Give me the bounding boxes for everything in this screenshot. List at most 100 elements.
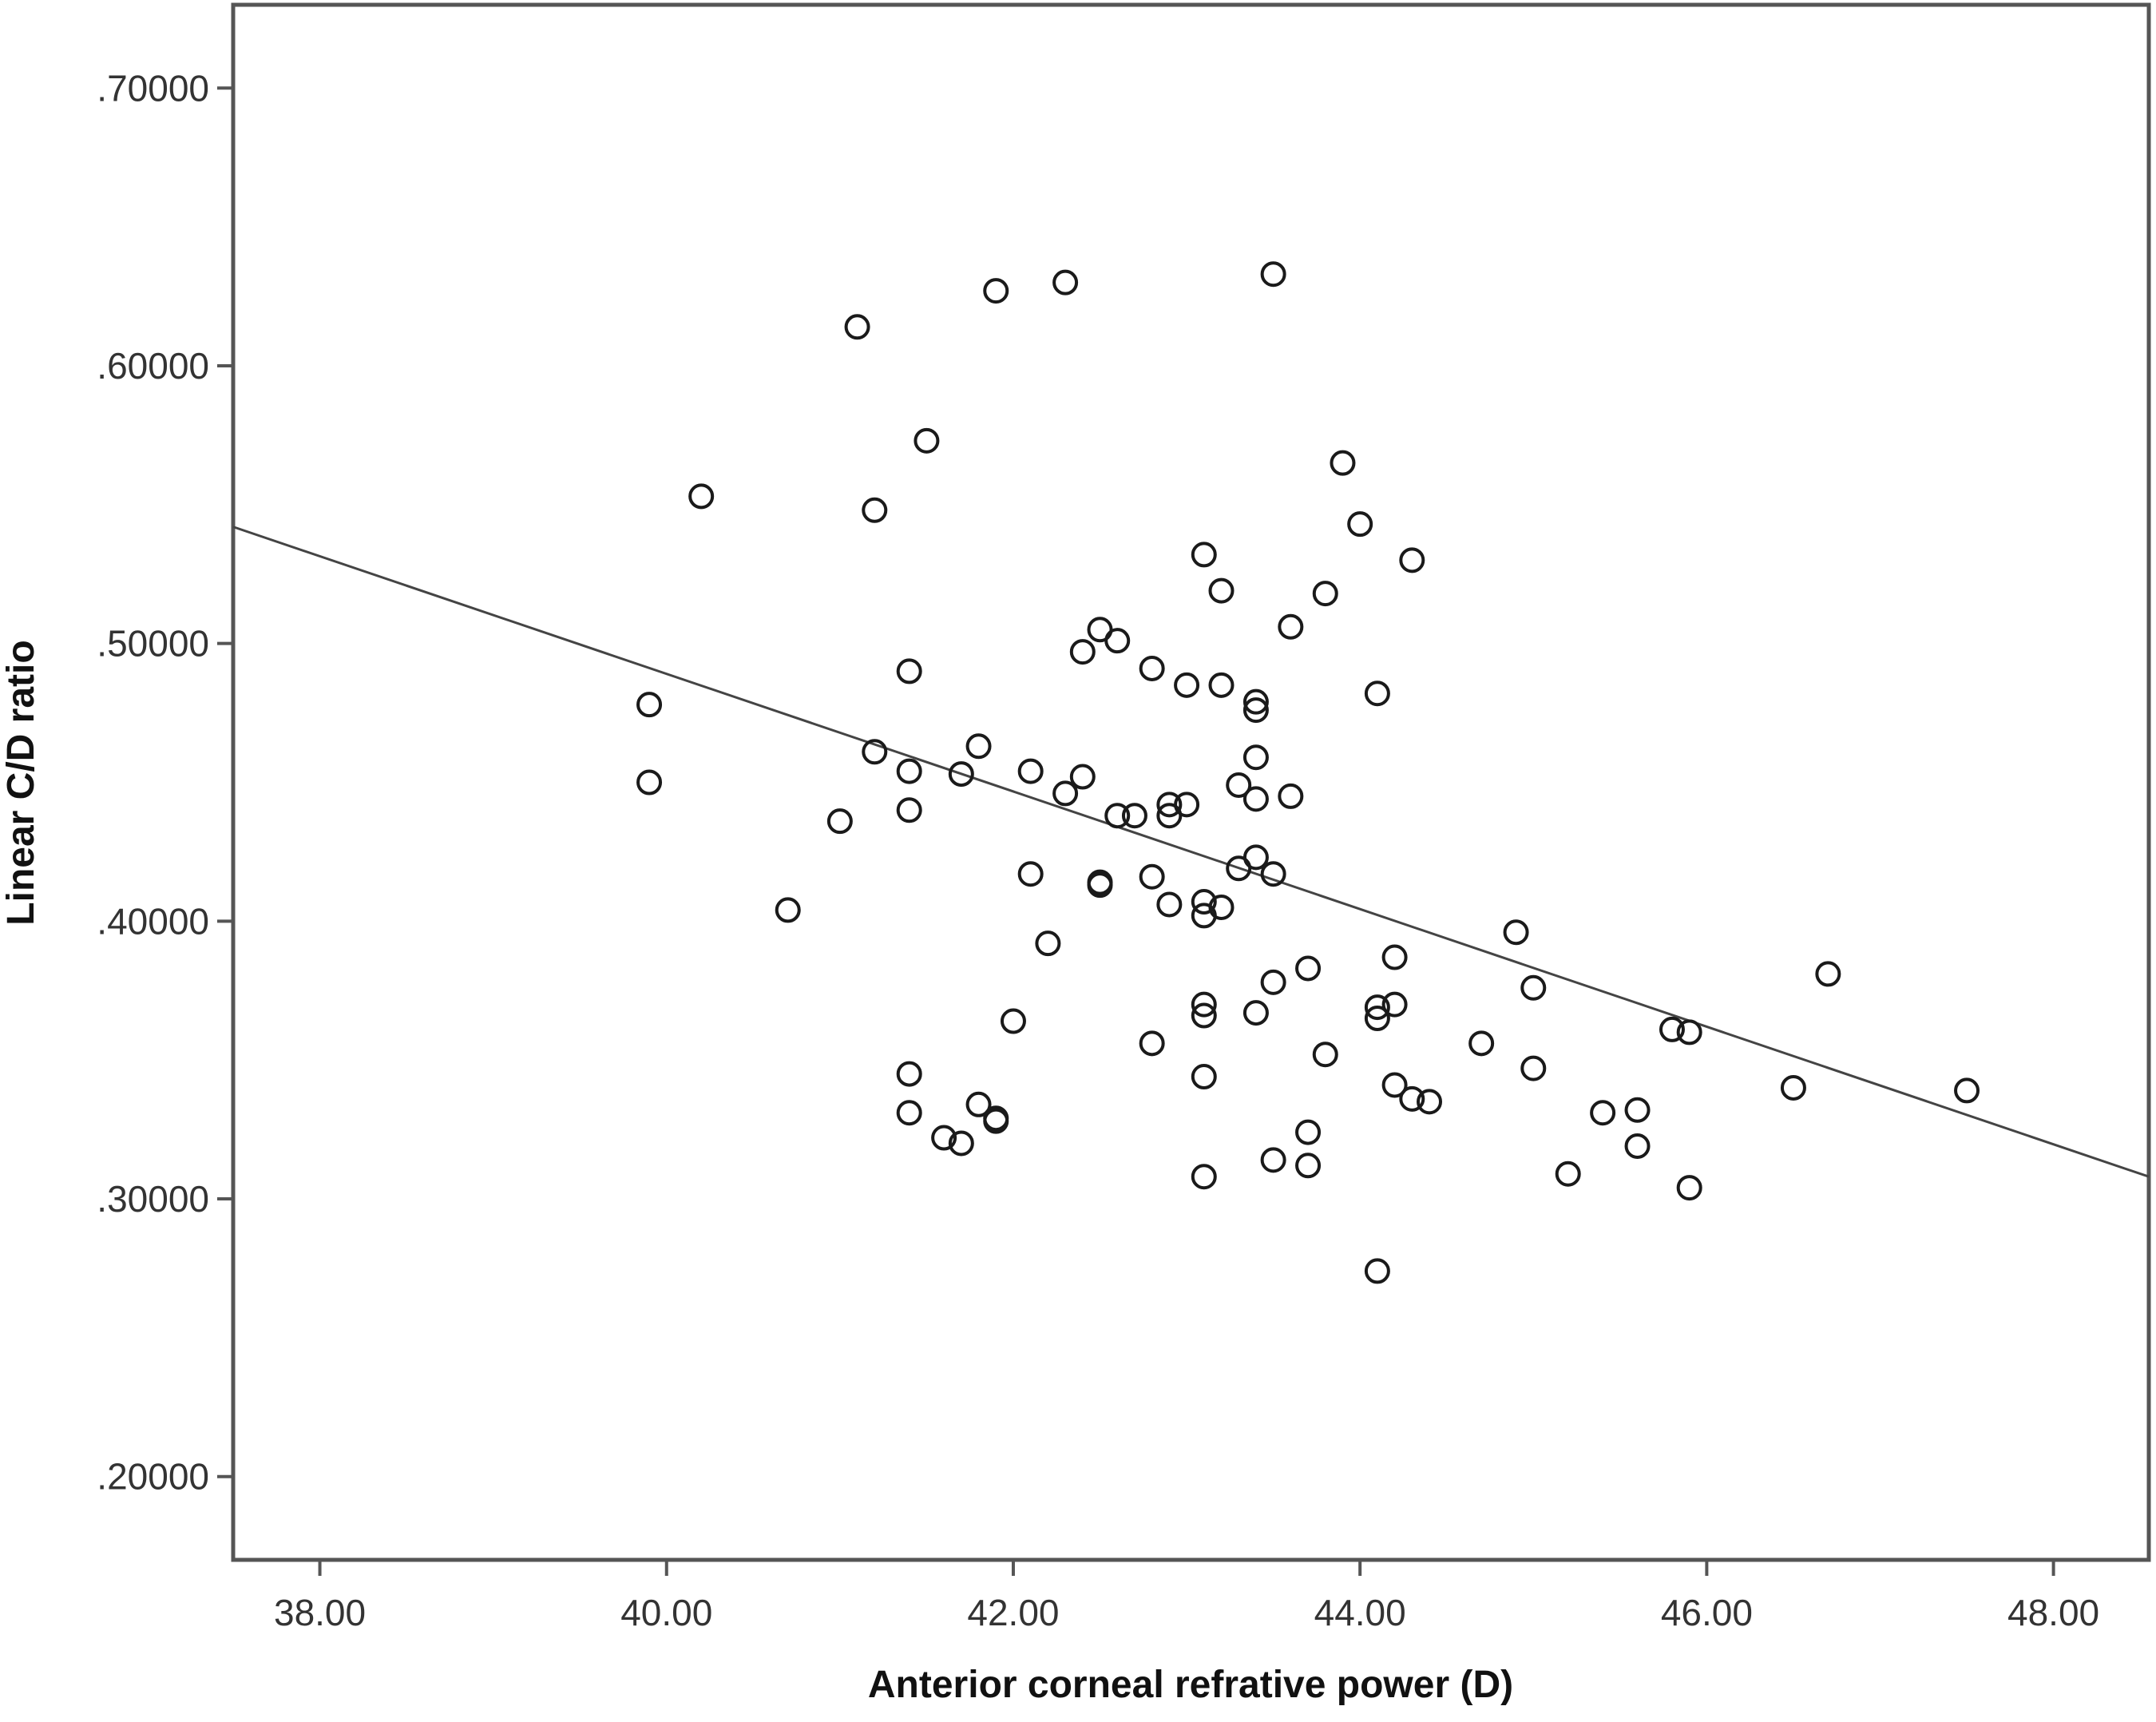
data-point — [1000, 1008, 1026, 1034]
data-point — [636, 769, 663, 796]
data-point — [1520, 1055, 1547, 1081]
data-point — [1242, 786, 1269, 812]
data-point — [1399, 547, 1425, 573]
data-point — [1520, 974, 1547, 1001]
data-point — [931, 1125, 957, 1151]
data-point — [1191, 1164, 1217, 1190]
data-point — [1364, 1006, 1390, 1032]
data-point — [1590, 1100, 1616, 1126]
data-point — [1191, 903, 1217, 929]
data-point — [862, 497, 888, 523]
data-point — [844, 314, 870, 340]
x-axis-title: Anterior corneal refrative power (D) — [868, 1664, 1513, 1706]
data-point — [965, 1091, 992, 1117]
x-tick-label: 48.00 — [2007, 1592, 2099, 1633]
data-point — [1295, 1119, 1322, 1145]
data-point — [1295, 955, 1322, 982]
data-point — [1242, 1000, 1269, 1026]
data-point — [1191, 542, 1217, 568]
data-point — [1139, 1030, 1165, 1057]
data-point — [1278, 783, 1304, 809]
data-point — [1104, 628, 1131, 654]
data-point — [948, 761, 974, 788]
data-point — [1191, 1002, 1217, 1029]
plot-frame — [231, 2, 2151, 1562]
data-points — [636, 261, 1980, 1284]
data-point — [1468, 1030, 1495, 1057]
data-point — [1624, 1133, 1651, 1159]
data-point — [1624, 1097, 1651, 1123]
data-point — [1676, 1175, 1702, 1201]
data-point — [1069, 639, 1096, 665]
data-point — [1364, 1258, 1390, 1284]
data-point — [1260, 261, 1286, 288]
x-tick-label: 40.00 — [620, 1592, 712, 1633]
data-point — [1815, 961, 1841, 987]
data-point — [948, 1130, 974, 1157]
data-point — [1242, 688, 1269, 715]
data-point — [1399, 1085, 1425, 1112]
x-axis: 38.00 40.00 42.00 44.00 46.00 48.00 — [274, 1560, 2099, 1633]
data-point — [1191, 991, 1217, 1018]
data-point — [775, 897, 801, 923]
y-tick-label: .40000 — [97, 900, 209, 942]
data-point — [1208, 577, 1235, 604]
data-point — [862, 739, 888, 765]
data-point — [1174, 672, 1200, 698]
data-point — [1417, 1089, 1443, 1115]
y-axis-title: Linear C/D ratio — [0, 640, 42, 925]
data-point — [1330, 450, 1356, 476]
data-point — [1381, 1072, 1408, 1098]
data-point — [1364, 680, 1390, 707]
data-point — [636, 692, 663, 718]
data-point — [1260, 969, 1286, 995]
data-point — [1226, 855, 1252, 882]
x-tick-label: 44.00 — [1314, 1592, 1406, 1633]
data-point — [1242, 697, 1269, 724]
data-point — [688, 483, 715, 510]
data-point — [914, 427, 940, 454]
data-point — [1260, 1147, 1286, 1173]
data-point — [1503, 919, 1529, 946]
data-point — [1347, 511, 1373, 538]
data-point — [1139, 863, 1165, 890]
data-point — [1278, 613, 1304, 640]
y-axis: .20000 .30000 .40000 .50000 .60000 .70000 — [97, 67, 233, 1498]
data-point — [1226, 772, 1252, 798]
data-point — [1242, 744, 1269, 771]
data-point — [1017, 758, 1044, 784]
data-point — [1312, 581, 1338, 607]
y-tick-label: .50000 — [97, 623, 209, 665]
data-point — [1676, 1019, 1702, 1046]
data-point — [1260, 861, 1286, 887]
data-point — [896, 658, 922, 684]
data-point — [1208, 672, 1235, 698]
x-tick-label: 38.00 — [274, 1592, 366, 1633]
data-point — [896, 797, 922, 823]
data-point — [1555, 1161, 1581, 1187]
data-point — [1121, 803, 1147, 829]
data-point — [983, 278, 1009, 304]
data-point — [1017, 861, 1044, 887]
regression-line — [232, 526, 2150, 1178]
data-point — [1087, 872, 1113, 899]
data-point — [983, 1108, 1009, 1134]
data-point — [1156, 891, 1183, 918]
data-point — [1052, 269, 1079, 296]
y-tick-label: .70000 — [97, 67, 209, 109]
data-point — [1381, 991, 1408, 1018]
data-point — [826, 808, 853, 835]
data-point — [1191, 1064, 1217, 1090]
y-tick-label: .20000 — [97, 1456, 209, 1498]
data-point — [1191, 889, 1217, 915]
data-point — [1954, 1077, 1980, 1104]
data-point — [1156, 803, 1183, 829]
data-point — [965, 733, 992, 760]
data-point — [896, 758, 922, 784]
x-tick-label: 46.00 — [1661, 1592, 1753, 1633]
data-point — [1156, 792, 1183, 818]
data-point — [1139, 655, 1165, 681]
data-point — [896, 1100, 922, 1126]
data-point — [1780, 1074, 1806, 1101]
